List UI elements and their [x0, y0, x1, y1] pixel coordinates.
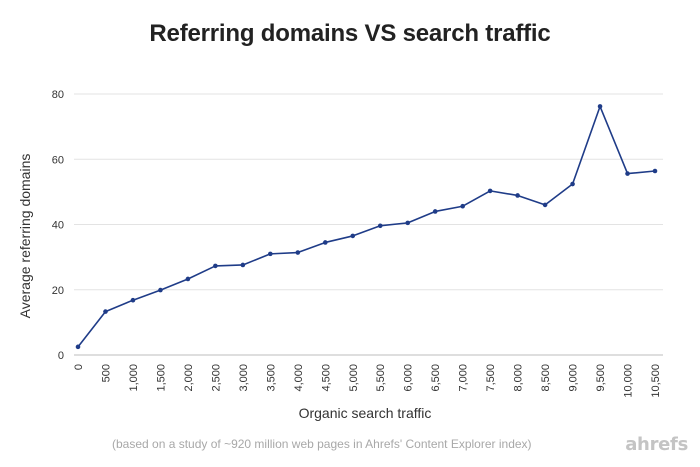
data-point	[487, 188, 493, 194]
x-tick-label: 0	[73, 364, 85, 370]
x-tick-label: 8,000	[513, 364, 525, 392]
x-tick-label: 10,000	[623, 364, 635, 398]
y-tick-label: 20	[52, 285, 64, 297]
x-tick-label: 10,500	[650, 364, 662, 398]
data-point	[130, 297, 136, 303]
data-point	[515, 193, 520, 198]
grid-lines	[74, 93, 663, 356]
y-tick-label: 40	[52, 220, 64, 232]
data-point	[377, 223, 383, 229]
data-point	[597, 104, 603, 109]
x-tick-label: 7,500	[485, 364, 497, 392]
data-point	[158, 287, 163, 293]
data-point	[185, 276, 191, 282]
data-point	[240, 262, 246, 268]
x-tick-label: 1,500	[155, 364, 167, 392]
chart-title: Referring domains VS search traffic	[149, 20, 551, 47]
x-tick-label: 8,500	[540, 364, 552, 392]
x-tick-label: 3,500	[265, 364, 277, 392]
series	[75, 104, 658, 350]
x-tick-label: 3,000	[238, 364, 250, 392]
data-point	[405, 220, 411, 226]
ahrefs-logo: ahrefs	[625, 434, 688, 455]
y-tick-label: 60	[52, 154, 64, 166]
x-tick-label: 5,000	[348, 364, 360, 392]
y-tick-label: 0	[58, 350, 64, 362]
x-axis-title: Organic search traffic	[299, 405, 432, 421]
data-point	[322, 240, 328, 245]
data-point	[460, 203, 465, 209]
axes: 0 20 40 60 80 0 500 1,000 1,500 2,000 2,500 3,000 3,…	[52, 89, 662, 398]
data-point	[652, 168, 658, 174]
x-tick-label: 9,500	[595, 364, 607, 392]
data-point	[542, 202, 548, 208]
x-tick-label: 7,000	[458, 364, 470, 392]
x-tick-label: 6,500	[430, 364, 442, 392]
x-tick-label: 4,500	[320, 364, 332, 392]
series-line	[77, 105, 656, 348]
x-tick-label: 9,000	[568, 364, 580, 392]
x-tick-label: 1,000	[128, 364, 140, 392]
y-axis-title: Average referring domains	[17, 154, 33, 319]
data-point	[75, 344, 81, 350]
data-point	[295, 250, 301, 255]
x-tick-label: 5,500	[375, 364, 387, 392]
data-point	[432, 209, 438, 214]
data-point	[570, 181, 575, 187]
x-tick-label: 2,000	[183, 364, 195, 392]
x-tick-label: 2,500	[210, 364, 222, 392]
data-point	[213, 263, 218, 269]
data-point	[350, 233, 356, 239]
footnote: (based on a study of ~920 million web pa…	[112, 437, 532, 451]
x-tick-label: 6,000	[403, 364, 415, 392]
data-point	[625, 171, 630, 176]
data-point	[268, 251, 273, 257]
y-tick-label: 80	[52, 89, 64, 101]
x-tick-label: 500	[100, 364, 112, 382]
x-tick-label: 4,000	[293, 364, 305, 392]
data-point	[103, 309, 108, 314]
